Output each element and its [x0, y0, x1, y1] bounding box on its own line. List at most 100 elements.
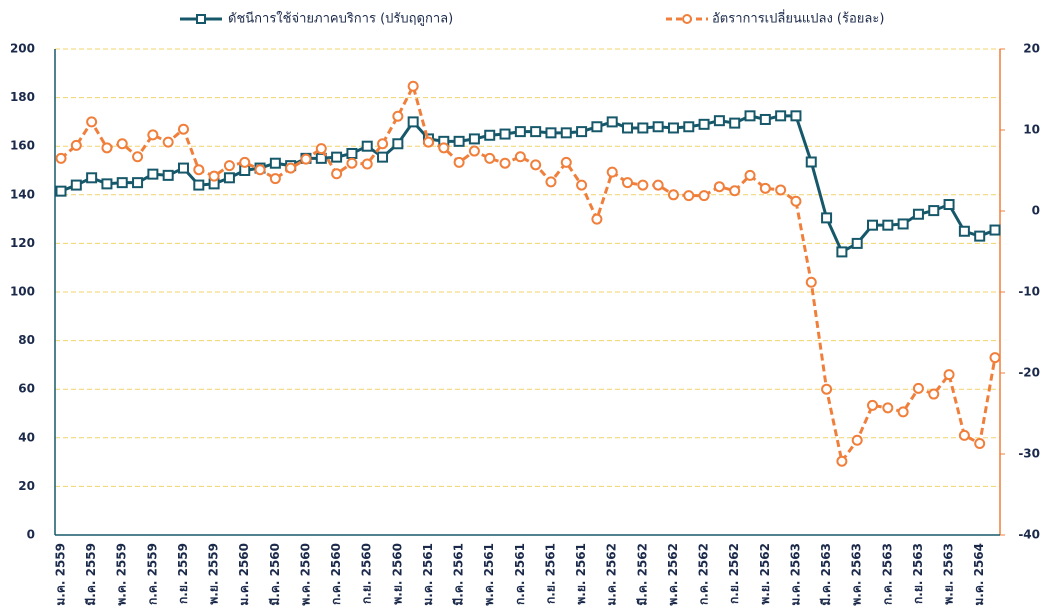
- point: [974, 230, 986, 242]
- point: [269, 157, 281, 169]
- point: [101, 178, 113, 190]
- point: [759, 113, 771, 125]
- point: [193, 164, 205, 176]
- point: [591, 121, 603, 133]
- point: [897, 406, 909, 418]
- point: [116, 138, 128, 150]
- point: [943, 199, 955, 211]
- point: [55, 152, 67, 164]
- point: [70, 139, 82, 151]
- x-tick-label: พ.ย. 2563: [942, 543, 956, 605]
- point: [208, 170, 220, 182]
- point: [867, 399, 879, 411]
- point: [407, 116, 419, 128]
- y2-tick-label: -30: [1018, 447, 1040, 461]
- point: [958, 225, 970, 237]
- y-tick-label: 80: [18, 333, 35, 347]
- legend-label: ดัชนีการใช้จ่ายภาคบริการ (ปรับฤดูกาล): [228, 11, 453, 27]
- point: [269, 173, 281, 185]
- point: [86, 116, 98, 128]
- point: [453, 156, 465, 168]
- point: [545, 176, 557, 188]
- y-tick-label: 160: [10, 139, 35, 153]
- point: [882, 219, 894, 231]
- point: [805, 156, 817, 168]
- x-tick-label: ก.ค. 2559: [145, 543, 159, 605]
- point: [667, 189, 679, 201]
- point: [836, 455, 848, 467]
- x-tick-label: ก.ค. 2562: [697, 543, 711, 605]
- point: [622, 177, 634, 189]
- x-tick-label: พ.ย. 2559: [207, 543, 221, 605]
- legend-marker: [196, 14, 206, 24]
- point: [422, 136, 434, 148]
- point: [361, 158, 373, 170]
- point: [974, 437, 986, 449]
- point: [576, 126, 588, 138]
- point: [116, 177, 128, 189]
- y2-tick-label: 20: [1023, 42, 1040, 56]
- point: [530, 126, 542, 138]
- point: [514, 126, 526, 138]
- point: [177, 162, 189, 174]
- legend-label: อัตราการเปลี่ยนแปลง (ร้อยละ): [712, 10, 884, 27]
- point: [652, 121, 664, 133]
- point: [147, 168, 159, 180]
- point: [514, 151, 526, 163]
- point: [867, 219, 879, 231]
- point: [775, 110, 787, 122]
- point: [331, 168, 343, 180]
- point: [453, 135, 465, 147]
- point: [55, 185, 67, 197]
- point: [86, 172, 98, 184]
- point: [147, 129, 159, 141]
- point: [912, 382, 924, 394]
- point: [331, 151, 343, 163]
- x-tick-label: พ.ค. 2562: [666, 543, 680, 606]
- point: [698, 190, 710, 202]
- x-tick-label: พ.ค. 2561: [482, 543, 496, 606]
- point: [897, 218, 909, 230]
- point: [223, 172, 235, 184]
- point: [805, 276, 817, 288]
- x-tick-label: ก.ย. 2559: [176, 543, 190, 604]
- point: [499, 157, 511, 169]
- point: [132, 151, 144, 163]
- point: [606, 166, 618, 178]
- point: [821, 212, 833, 224]
- point: [545, 127, 557, 139]
- point: [943, 369, 955, 381]
- y-tick-label: 0: [27, 528, 35, 542]
- x-tick-label: ม.ค. 2563: [788, 543, 802, 606]
- point: [652, 179, 664, 191]
- point: [361, 140, 373, 152]
- x-tick-label: พ.ย. 2561: [574, 543, 588, 605]
- point: [790, 110, 802, 122]
- series-line: [60, 82, 997, 465]
- point: [377, 138, 389, 150]
- point: [989, 224, 1001, 236]
- x-tick-label: ก.ค. 2560: [329, 543, 343, 605]
- point: [407, 80, 419, 92]
- point: [392, 110, 404, 122]
- point: [484, 129, 496, 141]
- point: [560, 156, 572, 168]
- point: [560, 127, 572, 139]
- y-tick-label: 100: [10, 285, 35, 299]
- x-tick-label: พ.ค. 2560: [298, 543, 312, 606]
- point: [193, 179, 205, 191]
- point: [606, 116, 618, 128]
- point: [132, 177, 144, 189]
- point: [177, 123, 189, 135]
- y-tick-label: 20: [18, 479, 35, 493]
- point: [713, 115, 725, 127]
- point: [392, 138, 404, 150]
- point: [499, 128, 511, 140]
- point: [468, 145, 480, 157]
- point: [346, 157, 358, 169]
- point: [729, 117, 741, 129]
- point: [836, 246, 848, 258]
- x-tick-label: มี.ค. 2562: [635, 543, 649, 606]
- x-tick-label: มี.ค. 2559: [84, 543, 98, 606]
- x-tick-label: ก.ย. 2562: [727, 543, 741, 604]
